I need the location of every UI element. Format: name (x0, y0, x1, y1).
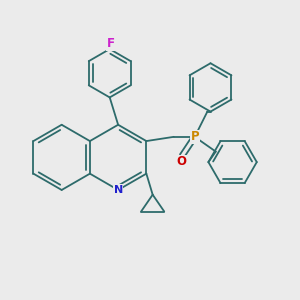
Text: O: O (176, 155, 186, 168)
Text: F: F (107, 37, 115, 50)
Text: N: N (113, 185, 123, 195)
Text: P: P (190, 130, 199, 143)
